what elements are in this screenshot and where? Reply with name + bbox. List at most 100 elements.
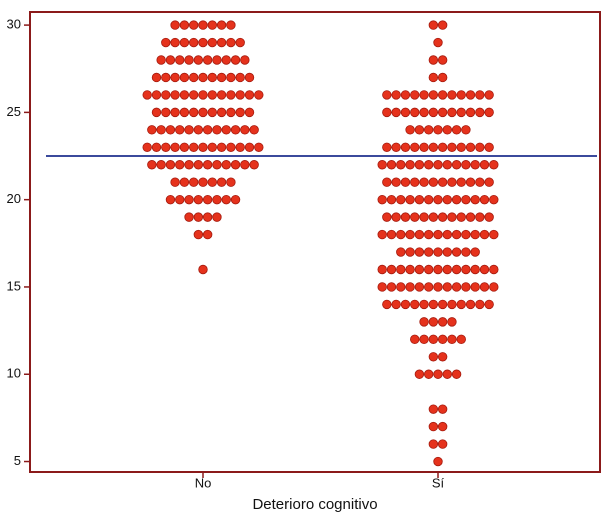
dot [424, 160, 434, 170]
dot [447, 317, 457, 327]
dot [433, 160, 443, 170]
dot [424, 369, 434, 379]
dot [461, 194, 471, 205]
dot [437, 352, 448, 362]
dot [489, 194, 499, 205]
dot [156, 55, 166, 65]
dot [175, 194, 185, 205]
dot [424, 229, 434, 240]
dot [414, 229, 425, 240]
dot [475, 142, 485, 152]
dot [175, 125, 185, 135]
dot [414, 247, 425, 257]
dot [405, 160, 415, 170]
dot [428, 299, 439, 310]
dot [175, 55, 185, 65]
dot [142, 90, 152, 100]
dot [396, 194, 406, 205]
dot [179, 177, 190, 187]
dot [451, 282, 462, 292]
dot [216, 37, 227, 48]
dot [414, 369, 425, 379]
dot [428, 334, 439, 345]
dot [410, 212, 420, 222]
dot [451, 194, 462, 205]
dot [489, 264, 499, 275]
dot [428, 55, 439, 65]
dot [428, 72, 439, 83]
dot [424, 282, 434, 292]
dot [221, 160, 231, 170]
dot [244, 142, 255, 152]
dot [396, 282, 406, 292]
dot [179, 142, 190, 152]
dot [240, 55, 250, 65]
dot [433, 247, 443, 257]
dot [188, 107, 199, 118]
dot [410, 142, 420, 152]
dot [424, 194, 434, 205]
dot [377, 194, 387, 205]
dot [451, 229, 462, 240]
dot [484, 299, 494, 310]
dot [198, 177, 208, 187]
dot [391, 90, 401, 100]
dot [216, 142, 227, 152]
dot [442, 160, 453, 170]
dot [202, 194, 213, 205]
dot [400, 212, 411, 222]
dot [479, 229, 490, 240]
dot [226, 37, 236, 48]
dot [193, 125, 204, 135]
dot [428, 421, 439, 432]
dot [405, 194, 415, 205]
dot [161, 90, 171, 100]
dot [396, 264, 406, 275]
dot [221, 125, 231, 135]
dot [484, 142, 494, 152]
dot [170, 90, 180, 100]
dot [226, 20, 236, 30]
dot [400, 142, 411, 152]
dot [479, 194, 490, 205]
dot [202, 212, 213, 222]
dot [447, 334, 457, 345]
dot [410, 177, 420, 187]
dot [235, 107, 245, 118]
dot [151, 72, 162, 83]
dot [433, 125, 443, 135]
dot [489, 229, 499, 240]
dot [400, 107, 411, 118]
dot [249, 160, 259, 170]
dot [377, 160, 387, 170]
dot [475, 177, 485, 187]
dot [207, 177, 218, 187]
dot [207, 107, 218, 118]
dot [377, 229, 387, 240]
dot [414, 125, 425, 135]
dot [198, 264, 208, 275]
dot [179, 20, 190, 30]
dot [428, 212, 439, 222]
dot [207, 72, 218, 83]
dot [235, 90, 245, 100]
x-tick-label: No [195, 475, 212, 490]
dot [161, 107, 171, 118]
dot [391, 212, 401, 222]
dot [419, 107, 429, 118]
y-tick-label: 15 [7, 278, 21, 293]
dot [235, 142, 245, 152]
dot [489, 282, 499, 292]
dot [419, 177, 429, 187]
dot [433, 37, 443, 48]
dot [244, 72, 255, 83]
dot [428, 439, 439, 449]
dot [475, 299, 485, 310]
dot [391, 142, 401, 152]
dot [198, 72, 208, 83]
dot [437, 404, 448, 414]
dot [188, 72, 199, 83]
dot [202, 229, 213, 240]
dot [198, 142, 208, 152]
